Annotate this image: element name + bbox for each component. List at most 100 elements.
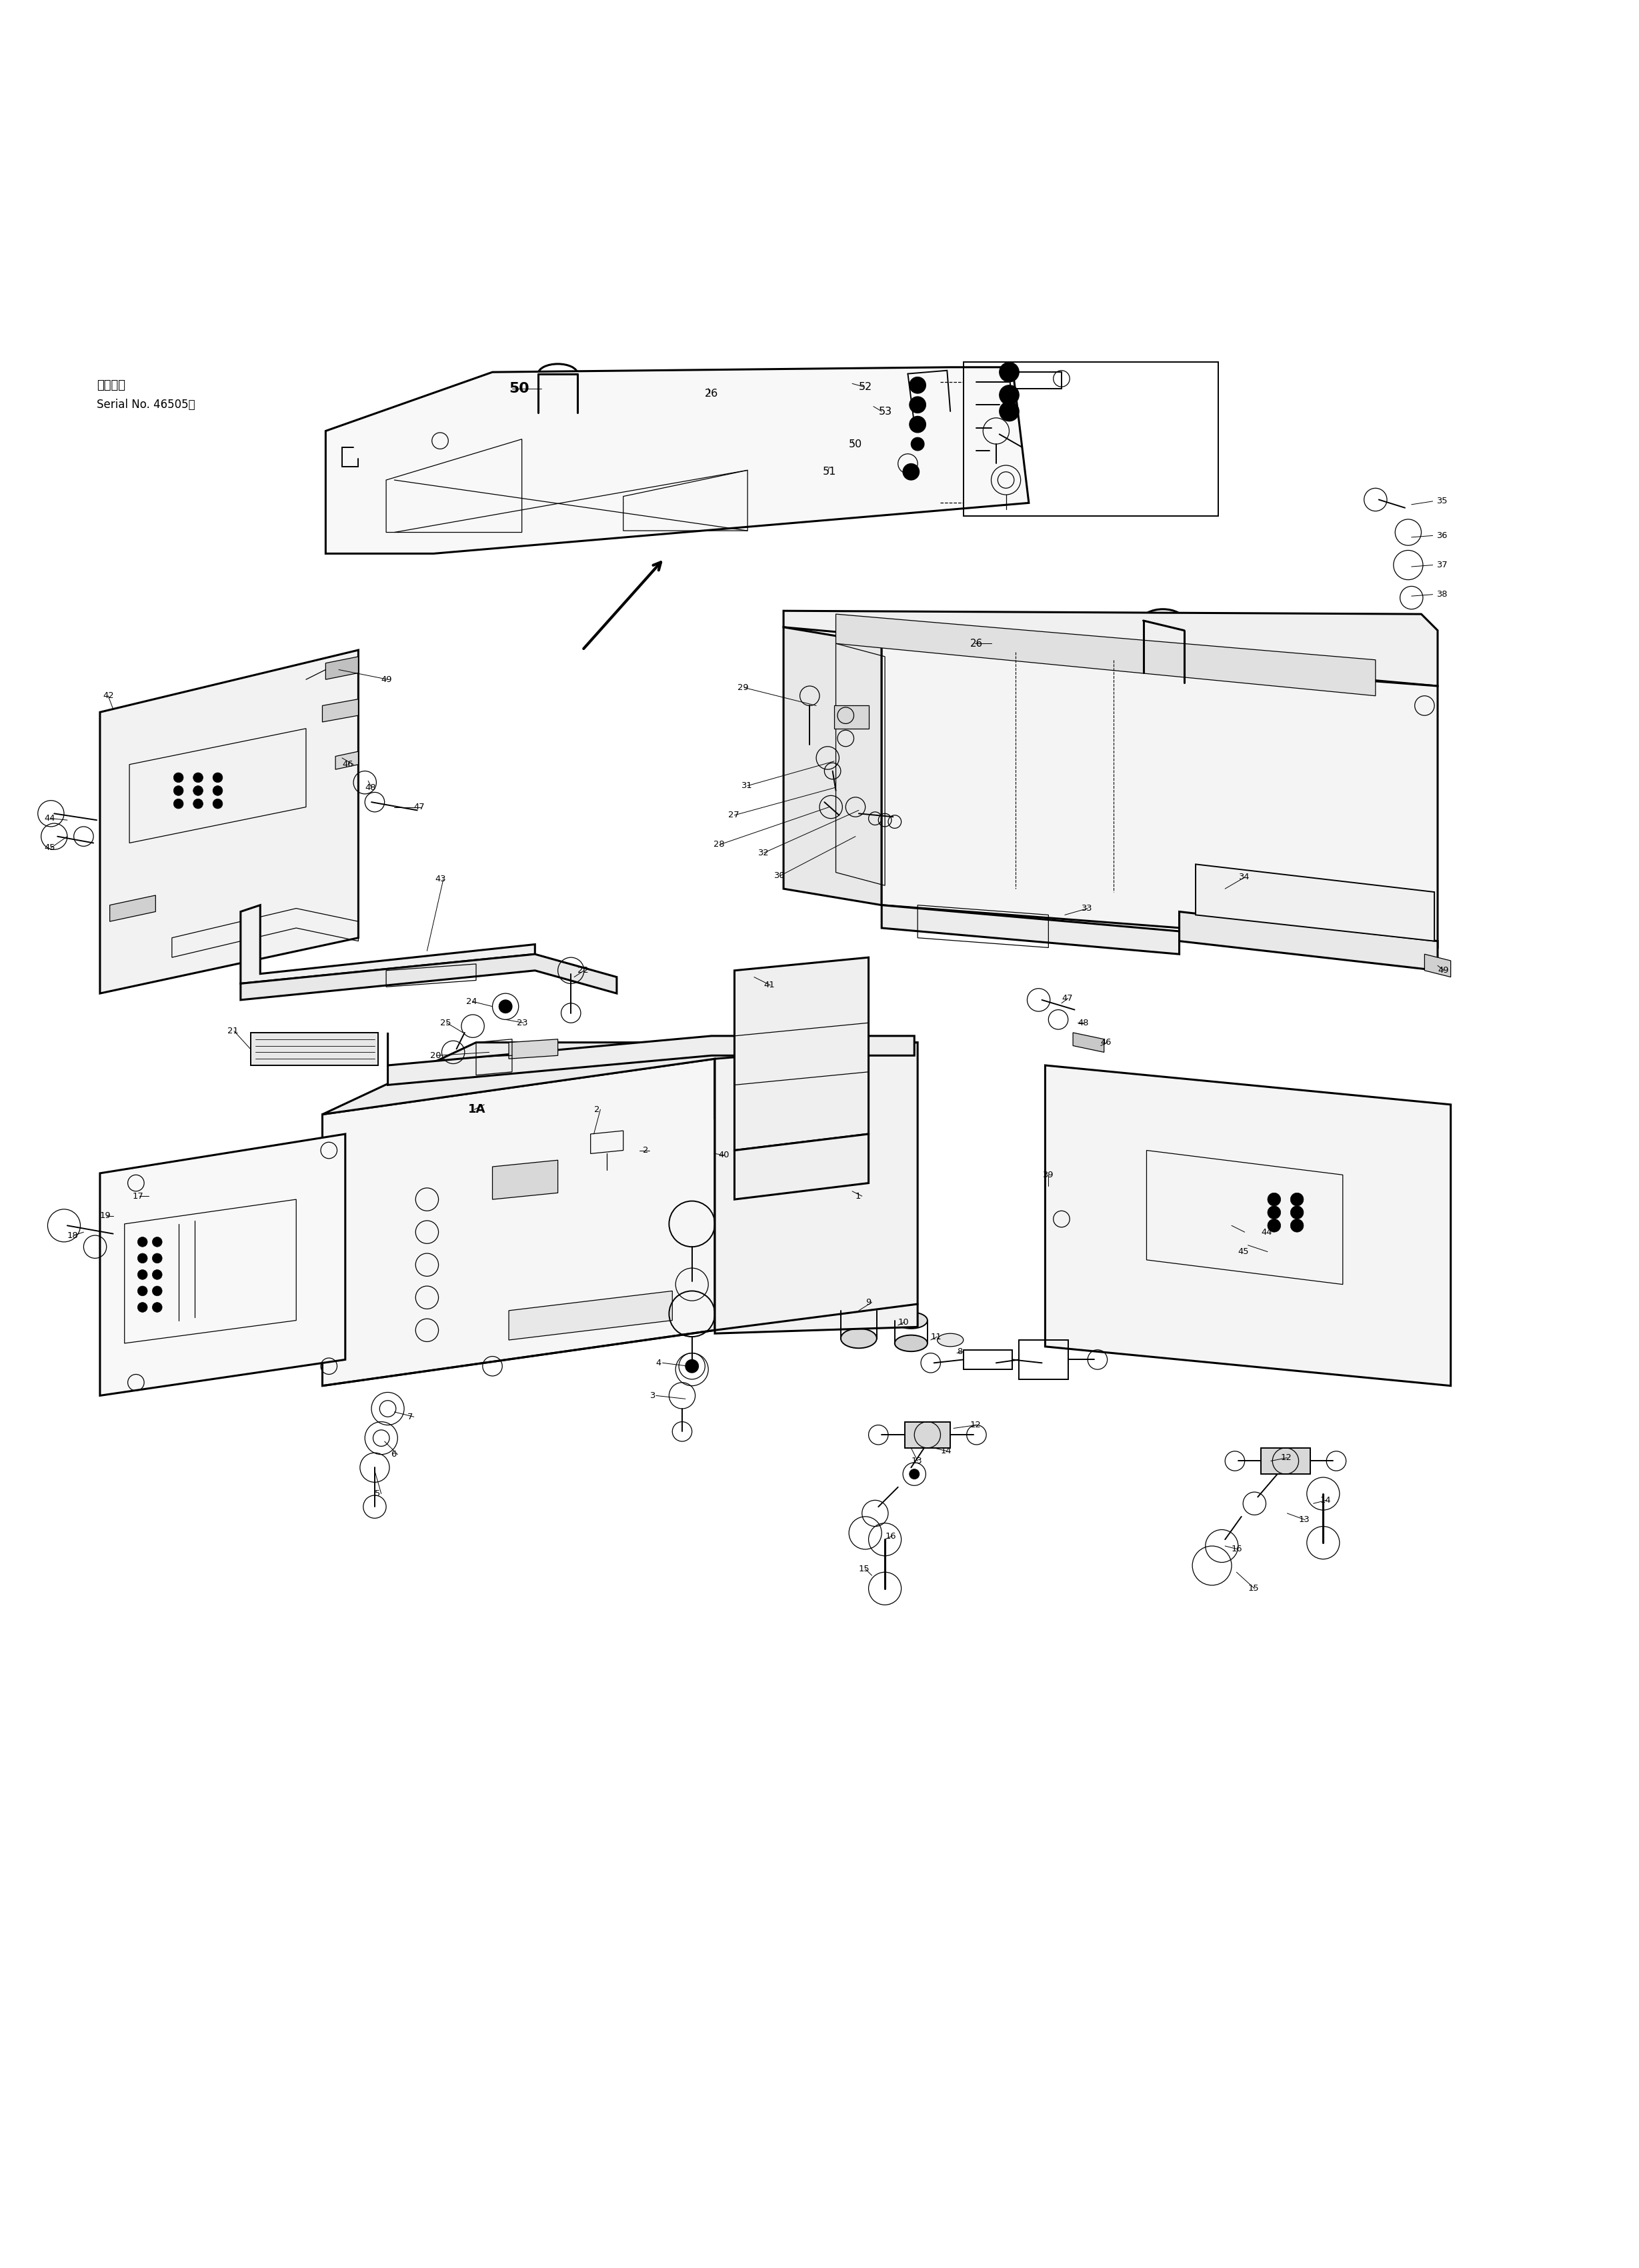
Text: 20: 20 [431,1050,441,1059]
Ellipse shape [938,1334,964,1347]
Text: 29: 29 [738,683,749,692]
Polygon shape [241,955,616,1000]
Circle shape [1000,401,1019,422]
Circle shape [1290,1207,1303,1218]
Polygon shape [734,957,869,1150]
Polygon shape [783,628,882,905]
Polygon shape [492,1161,557,1200]
Text: 47: 47 [1062,993,1072,1002]
Circle shape [193,798,203,810]
Text: 36: 36 [1436,531,1447,540]
Text: 52: 52 [859,381,872,392]
Text: 37: 37 [1436,560,1447,569]
Circle shape [1290,1218,1303,1232]
Text: 14: 14 [1319,1497,1331,1504]
Circle shape [138,1286,148,1295]
Polygon shape [715,1043,918,1334]
Circle shape [138,1302,148,1313]
Text: 22: 22 [577,966,588,975]
Text: 1: 1 [856,1191,860,1200]
Text: 24: 24 [465,998,477,1007]
Text: 3: 3 [649,1390,656,1399]
Text: 25: 25 [441,1018,451,1027]
Circle shape [911,438,924,451]
Text: 23: 23 [516,1018,528,1027]
Text: 40: 40 [718,1150,729,1159]
Circle shape [193,785,203,796]
Polygon shape [734,1134,869,1200]
Text: 45: 45 [1237,1247,1249,1256]
Text: 9: 9 [865,1297,870,1306]
Ellipse shape [895,1313,928,1329]
Polygon shape [1424,955,1451,978]
Circle shape [910,417,926,433]
Text: 18: 18 [67,1232,79,1241]
Text: 49: 49 [382,676,392,685]
Polygon shape [323,1059,715,1386]
Text: 41: 41 [764,980,775,989]
Polygon shape [1195,864,1434,941]
Circle shape [138,1236,148,1247]
Circle shape [1267,1207,1280,1218]
Polygon shape [326,367,1029,553]
Text: 39: 39 [1042,1170,1052,1179]
Polygon shape [110,896,156,921]
Text: 15: 15 [859,1565,870,1574]
Text: 16: 16 [885,1531,897,1540]
Text: 7: 7 [408,1413,413,1422]
Polygon shape [241,905,534,984]
Circle shape [685,1359,698,1372]
Polygon shape [1074,1032,1105,1052]
Text: 50: 50 [849,440,862,449]
Ellipse shape [841,1302,877,1320]
Text: Serial No. 46505～: Serial No. 46505～ [97,399,195,411]
Text: 44: 44 [1260,1227,1272,1236]
Text: 47: 47 [415,803,425,812]
Text: 2: 2 [593,1105,600,1114]
Circle shape [1267,1218,1280,1232]
Circle shape [152,1236,162,1247]
Text: 35: 35 [1436,497,1447,506]
Text: 12: 12 [970,1420,982,1429]
Text: 32: 32 [757,848,769,857]
Circle shape [152,1254,162,1263]
Text: 28: 28 [713,839,724,848]
Circle shape [193,773,203,782]
Text: 2: 2 [642,1145,649,1154]
Circle shape [152,1270,162,1279]
Circle shape [213,773,223,782]
Text: 6: 6 [392,1449,397,1458]
Polygon shape [836,615,1375,696]
Ellipse shape [538,404,577,422]
Text: 45: 45 [44,844,56,853]
Text: 17: 17 [133,1191,144,1200]
Ellipse shape [1142,610,1183,633]
Text: 12: 12 [1280,1454,1292,1463]
Text: 43: 43 [436,875,446,882]
Text: 16: 16 [1231,1545,1242,1554]
Polygon shape [783,610,1437,685]
Text: 適用号機: 適用号機 [97,379,125,390]
Text: 34: 34 [1237,873,1249,882]
Text: 11: 11 [931,1331,942,1340]
Text: 31: 31 [741,782,752,789]
Polygon shape [251,1032,379,1066]
Ellipse shape [895,1336,928,1352]
Text: 8: 8 [957,1347,962,1356]
Polygon shape [323,699,359,721]
Ellipse shape [841,1329,877,1347]
Polygon shape [388,1032,915,1084]
Text: 33: 33 [1082,905,1092,912]
Polygon shape [1260,1447,1310,1474]
Circle shape [152,1302,162,1313]
Text: 21: 21 [228,1027,239,1034]
Circle shape [910,1470,919,1479]
Text: 53: 53 [879,406,892,417]
Text: 26: 26 [705,388,718,399]
Polygon shape [323,1043,918,1118]
Text: 13: 13 [1298,1515,1310,1524]
Text: 10: 10 [898,1318,910,1327]
Polygon shape [1046,1066,1451,1386]
Circle shape [213,785,223,796]
Polygon shape [834,705,869,728]
